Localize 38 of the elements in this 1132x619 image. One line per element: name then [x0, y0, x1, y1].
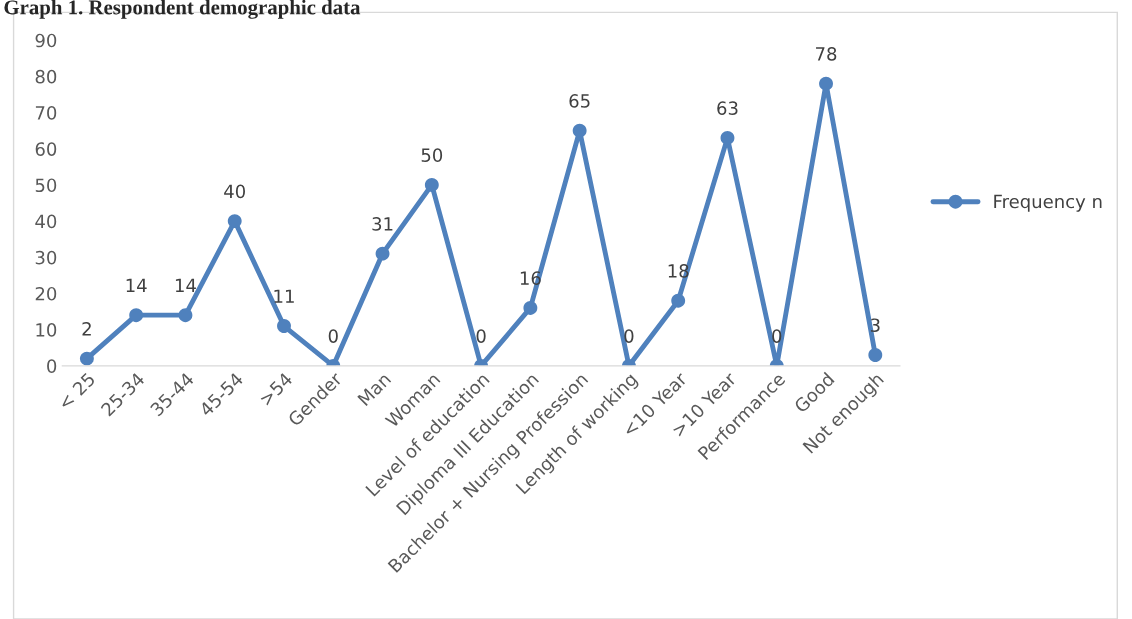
data-label: 11: [274, 289, 294, 303]
data-label: 14: [175, 278, 196, 292]
point: [868, 348, 883, 362]
point: [375, 246, 390, 261]
data-label: 2: [82, 321, 91, 336]
point: [277, 319, 291, 333]
y-tick-label: 80: [35, 69, 57, 84]
y-tick-label: 0: [47, 359, 57, 373]
point: [178, 308, 193, 323]
point: [819, 76, 833, 91]
data-label: 0: [476, 329, 486, 343]
data-label: 31: [372, 217, 393, 231]
y-tick-label: 60: [35, 142, 57, 156]
point: [671, 293, 686, 308]
data-label: 63: [717, 101, 738, 115]
y-tick-label: 10: [36, 323, 57, 337]
data-label: 40: [224, 184, 246, 199]
y-tick-label: 90: [35, 33, 57, 48]
point: [227, 214, 242, 229]
point: [424, 178, 439, 192]
point: [720, 130, 735, 145]
point: [79, 351, 94, 366]
point: [523, 301, 538, 315]
x-tick-label: < 25: [57, 372, 96, 411]
y-tick-label: 30: [35, 250, 57, 265]
data-label: 65: [569, 94, 590, 108]
point: [129, 308, 144, 323]
data-label: 50: [421, 148, 443, 162]
chart-title: Graph 1. Respondent demographic data: [4, 0, 361, 19]
point: [572, 123, 587, 138]
legend-label: Frequency n: [994, 194, 1102, 212]
data-label: 14: [126, 278, 147, 292]
y-tick-label: 40: [35, 214, 57, 229]
data-label: 0: [328, 329, 338, 343]
y-tick-label: 20: [35, 286, 57, 301]
y-tick-label: 50: [35, 178, 57, 193]
data-label: 78: [816, 47, 837, 61]
y-tick-label: 70: [35, 106, 57, 120]
